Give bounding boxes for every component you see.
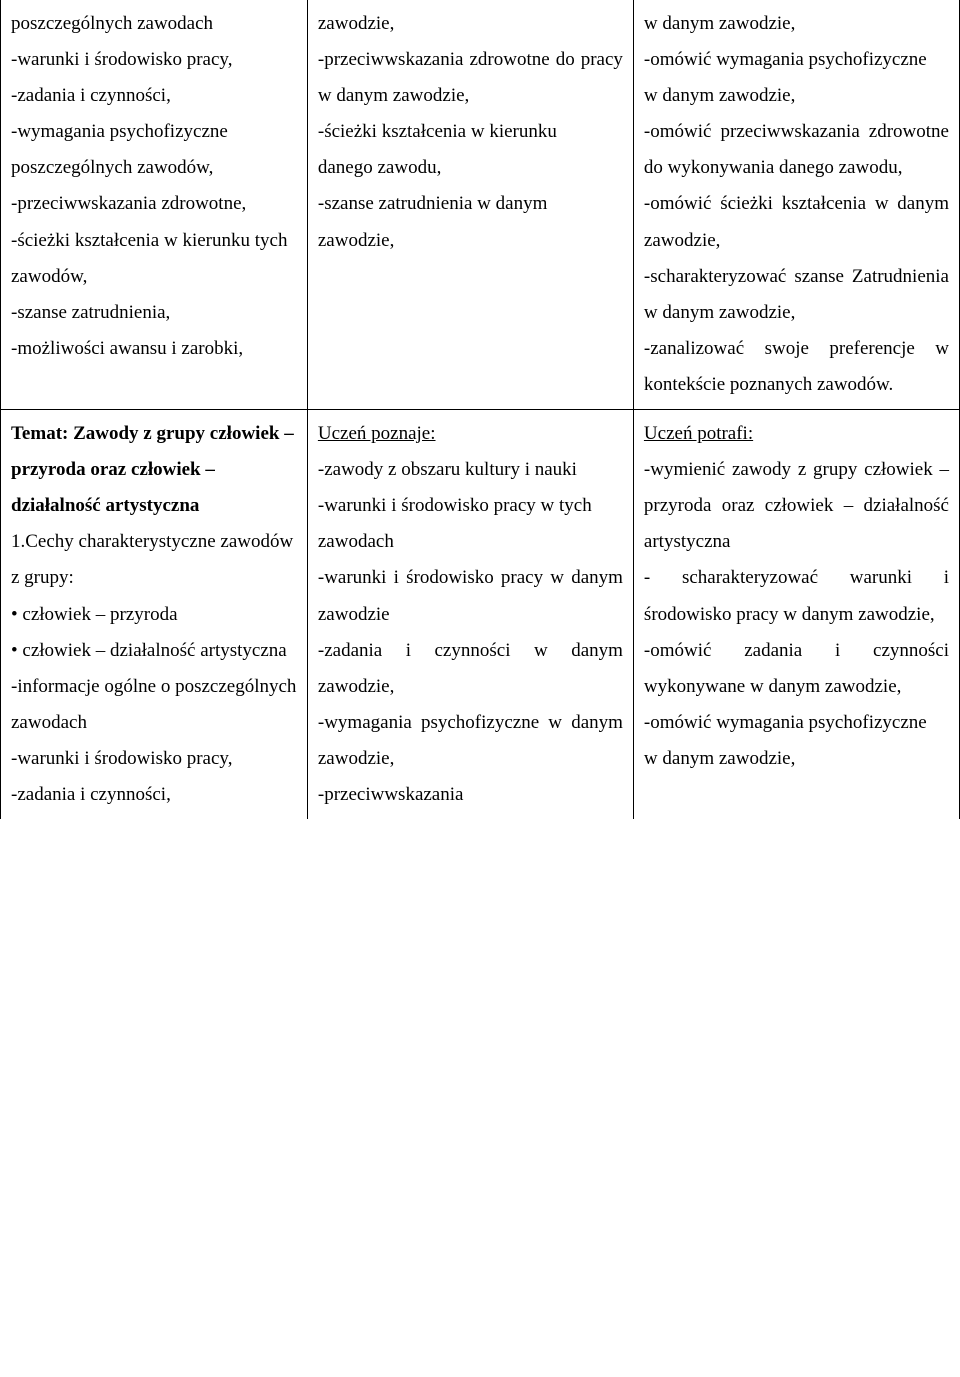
text-line: -informacje ogólne o poszczególnych zawo… [11, 669, 297, 741]
section-header: Uczeń potrafi: [644, 416, 949, 452]
cell-can: w danym zawodzie, -omówić wymagania psyc… [633, 0, 959, 410]
text-line: zawodzie, [318, 223, 623, 259]
text-line: -szanse zatrudnienia, [11, 295, 297, 331]
text-line: -ścieżki kształcenia w kierunku [318, 114, 623, 150]
text-line: danego zawodu, [318, 150, 623, 186]
text-line: -wymagania psychofizyczne w danym zawodz… [318, 705, 623, 777]
text-line: -zadania i czynności w danym zawodzie, [318, 633, 623, 705]
cell-learns: Uczeń poznaje: -zawody z obszaru kultury… [307, 410, 633, 820]
text-line: poszczególnych zawodach [11, 6, 297, 42]
bullet-text: człowiek – przyroda [22, 604, 177, 625]
cell-learns: zawodzie, -przeciwwskazania zdrowotne do… [307, 0, 633, 410]
text-line: -omówić przeciwwskazania zdrowotne do wy… [644, 114, 949, 186]
cell-topic: Temat: Zawody z grupy człowiek – przyrod… [1, 410, 308, 820]
text-line: -zanalizować swoje preferencje w kontekś… [644, 331, 949, 403]
cell-can: Uczeń potrafi: -wymienić zawody z grupy … [633, 410, 959, 820]
cell-topic: poszczególnych zawodach -warunki i środo… [1, 0, 308, 410]
text-line: -warunki i środowisko pracy w tych [318, 488, 623, 524]
topic-title: Temat: Zawody z grupy człowiek – przyrod… [11, 416, 297, 524]
text-line: -przeciwwskazania zdrowotne do pracy w d… [318, 42, 623, 114]
text-line: -szanse zatrudnienia w danym [318, 186, 623, 222]
text-line: -omówić wymagania psychofizyczne [644, 42, 949, 78]
text-line: -zawody z obszaru kultury i nauki [318, 452, 623, 488]
text-line: -wymienić zawody z grupy człowiek – przy… [644, 452, 949, 560]
text-line: -ścieżki kształcenia w kierunku tych zaw… [11, 223, 297, 295]
text-line: -omówić wymagania psychofizyczne [644, 705, 949, 741]
bullet-text: człowiek – działalność artystyczna [22, 640, 286, 661]
bullet-line: • człowiek – działalność artystyczna [11, 633, 297, 669]
text-line: -zadania i czynności, [11, 777, 297, 813]
bullet-line: • człowiek – przyroda [11, 597, 297, 633]
table-row: poszczególnych zawodach -warunki i środo… [1, 0, 960, 410]
text-line: zawodzie, [318, 6, 623, 42]
text-line: -przeciwwskazania [318, 777, 623, 813]
curriculum-table: poszczególnych zawodach -warunki i środo… [0, 0, 960, 819]
text-line: w danym zawodzie, [644, 741, 949, 777]
text-line: -omówić ścieżki kształcenia w danym zawo… [644, 186, 949, 258]
text-line: -omówić zadania i czynności wykonywane w… [644, 633, 949, 705]
text-line: -warunki i środowisko pracy, [11, 42, 297, 78]
text-line: -warunki i środowisko pracy, [11, 741, 297, 777]
text-line: 1.Cechy charakterystyczne zawodów z grup… [11, 524, 297, 596]
section-header: Uczeń poznaje: [318, 416, 623, 452]
table-row: Temat: Zawody z grupy człowiek – przyrod… [1, 410, 960, 820]
text-line: -warunki i środowisko pracy w danym zawo… [318, 560, 623, 632]
underline-text: Uczeń poznaje: [318, 423, 436, 444]
text-line: -przeciwwskazania zdrowotne, [11, 186, 297, 222]
text-line: w danym zawodzie, [644, 78, 949, 114]
text-line: - scharakteryzować warunki i środowisko … [644, 560, 949, 632]
underline-text: Uczeń potrafi: [644, 423, 753, 444]
text-line: -zadania i czynności, [11, 78, 297, 114]
text-line: zawodach [318, 524, 623, 560]
text-line: -możliwości awansu i zarobki, [11, 331, 297, 367]
text-line: -scharakteryzować szanse Zatrudnienia w … [644, 259, 949, 331]
text-line: -wymagania psychofizyczne poszczególnych… [11, 114, 297, 186]
text-line: w danym zawodzie, [644, 6, 949, 42]
document-page: poszczególnych zawodach -warunki i środo… [0, 0, 960, 819]
